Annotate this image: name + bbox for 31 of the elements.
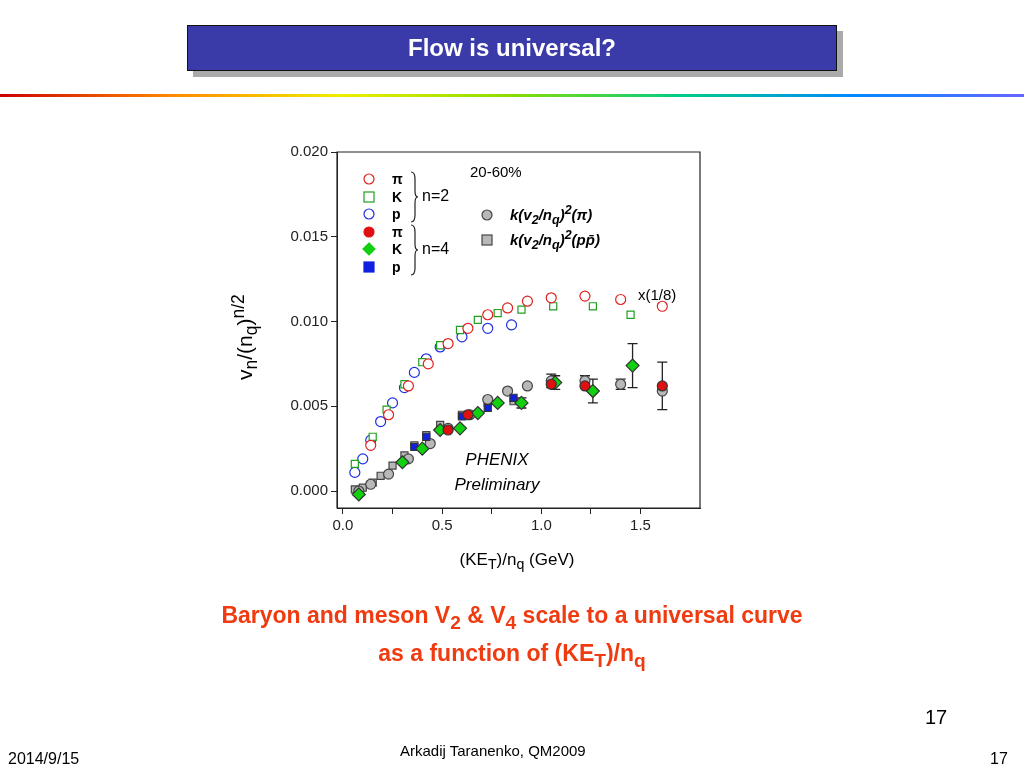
annotation: x(1/8)	[638, 286, 677, 303]
annotation: n=4	[422, 239, 450, 258]
text: as a function of (KE$_{T}$)/n$_{q}$	[377, 640, 647, 672]
x-tick-label: 1.5	[630, 516, 651, 534]
annotation: n=2	[422, 187, 450, 205]
text: 17	[925, 706, 948, 729]
y-tick-label: 0.010	[290, 311, 328, 329]
legend-label: k(v$_{2}$/n$_{q}$)$^{2}$(π)	[510, 203, 593, 227]
legend-label: K	[392, 241, 403, 257]
y-tick-label: 0.020	[290, 142, 328, 160]
legend-label: k(v$_{2}$/n$_{q}$)$^{2}$(pp̄)	[510, 228, 600, 252]
y-tick-label: 0.005	[290, 396, 328, 414]
chart-title: Flow is universal?	[187, 25, 837, 71]
text: 17	[990, 750, 1008, 768]
annotation: 20-60%	[470, 163, 522, 180]
y-tick-label: 0.015	[290, 226, 328, 244]
legend-label: π	[392, 223, 403, 240]
text: Arkadij Taranenko, QM2009	[400, 742, 586, 759]
annotation: Preliminary	[453, 475, 541, 495]
x-axis-title: (KE$_{T}$)/n$_{q}$ (GeV)	[458, 550, 576, 573]
text: 2014/9/15	[8, 750, 80, 768]
x-tick-label: 0.0	[332, 516, 354, 534]
legend-label: p	[392, 258, 401, 275]
x-tick-label: 1.0	[530, 516, 552, 534]
legend-label: π	[392, 171, 403, 187]
text: Baryon and meson V$_{2}$ & V$_{4}$ scale to a universal curve	[220, 602, 804, 634]
legend-label: p	[392, 206, 401, 222]
y-tick-label: 0.000	[290, 481, 328, 499]
x-tick-label: 0.5	[431, 516, 453, 534]
legend-label: K	[392, 188, 403, 205]
annotation: PHENIX	[464, 450, 530, 470]
